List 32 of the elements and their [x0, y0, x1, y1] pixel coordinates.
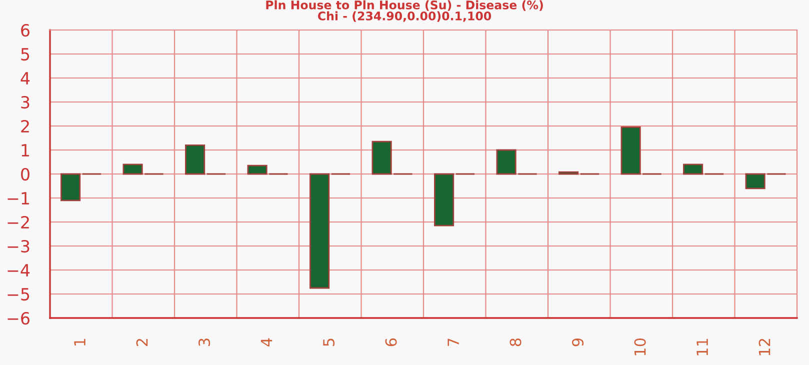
chart-title: Pln House to Pln House (Su) - Disease (%) [266, 0, 543, 11]
y-tick-label: 3 [21, 96, 30, 109]
bar [683, 164, 704, 175]
y-tick-label: 2 [21, 120, 29, 132]
y-tick-label: −5 [8, 288, 30, 301]
y-tick-label: −6 [8, 312, 30, 325]
x-tick-label: 1 [74, 338, 86, 346]
x-tick-label: 7 [448, 338, 459, 346]
y-tick-label: −1 [8, 192, 30, 204]
y-tick-label: −4 [8, 264, 30, 276]
x-tick-label: 4 [260, 338, 272, 346]
y-tick-label: −2 [8, 216, 29, 228]
y-tick-label: 1 [22, 144, 30, 156]
bar [310, 173, 330, 289]
y-tick-label: 4 [20, 72, 30, 84]
x-tick-label: 5 [323, 338, 335, 346]
y-tick-label: 0 [21, 168, 30, 181]
x-tick-label: 9 [572, 338, 584, 346]
bar [185, 144, 206, 175]
y-tick-label: 6 [21, 24, 30, 37]
y-tick-label: −3 [8, 240, 30, 253]
x-tick-label: 12 [758, 338, 770, 356]
x-tick-label: 11 [696, 338, 708, 356]
x-tick-label: 6 [385, 338, 397, 346]
x-tick-label: 8 [510, 338, 522, 346]
x-tick-label: 2 [136, 338, 148, 346]
chart-subtitle: Chi - (234.90,0.00)0.1,100 [318, 11, 492, 22]
bar [434, 173, 454, 226]
bar [60, 173, 81, 202]
x-tick-label: 3 [198, 338, 210, 346]
x-tick-label: 10 [634, 338, 646, 356]
y-tick-label: 5 [21, 48, 30, 61]
